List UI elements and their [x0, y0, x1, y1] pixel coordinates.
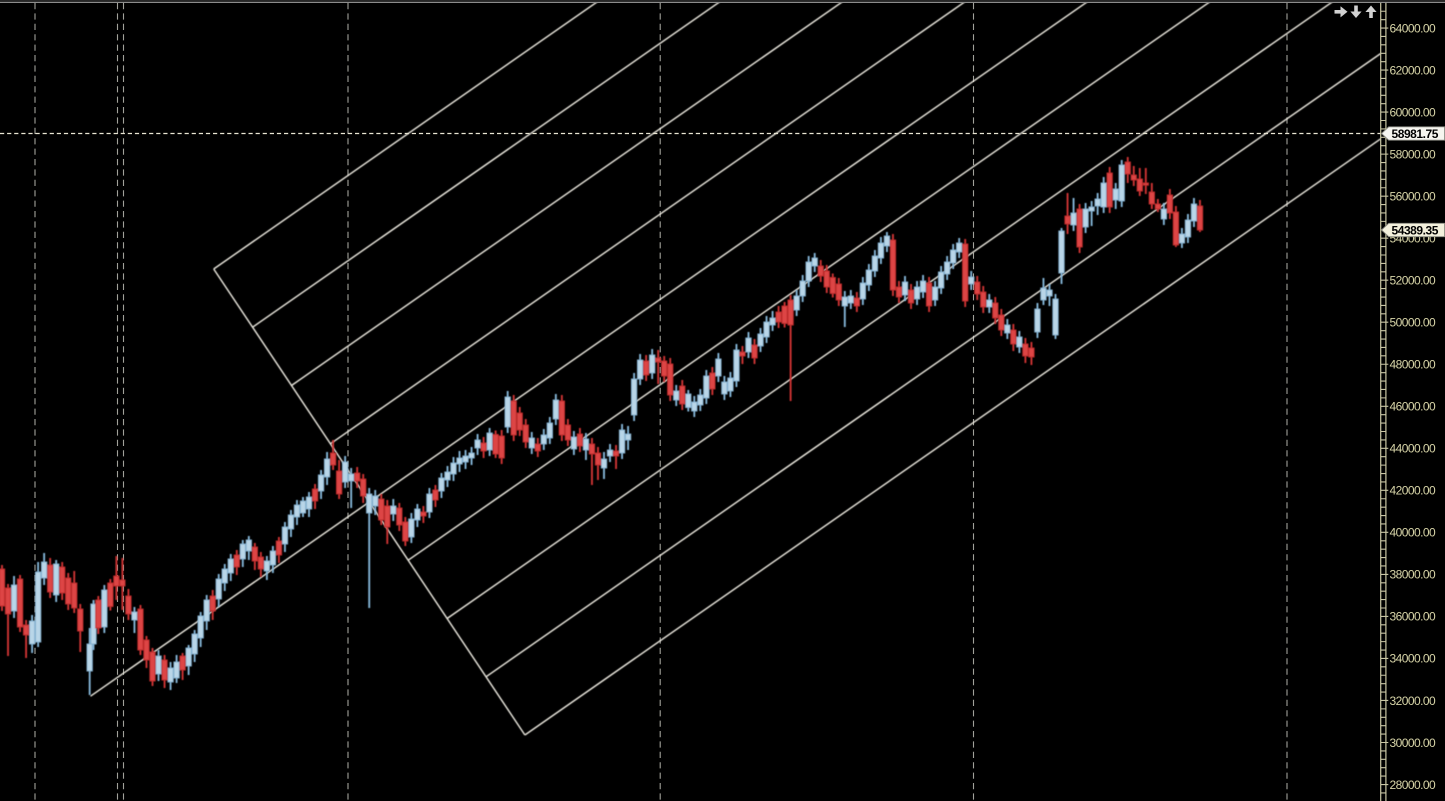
svg-text:48000.00: 48000.00 — [1390, 358, 1437, 372]
svg-text:50000.00: 50000.00 — [1390, 316, 1437, 330]
svg-text:32000.00: 32000.00 — [1390, 694, 1437, 708]
svg-text:38000.00: 38000.00 — [1390, 568, 1437, 582]
svg-text:34000.00: 34000.00 — [1390, 652, 1437, 666]
svg-text:40000.00: 40000.00 — [1390, 526, 1437, 540]
svg-text:36000.00: 36000.00 — [1390, 610, 1437, 624]
svg-text:58000.00: 58000.00 — [1390, 147, 1437, 161]
svg-text:54389.35: 54389.35 — [1392, 223, 1439, 237]
svg-text:52000.00: 52000.00 — [1390, 274, 1437, 288]
svg-text:62000.00: 62000.00 — [1390, 63, 1437, 77]
svg-text:56000.00: 56000.00 — [1390, 190, 1437, 204]
svg-text:44000.00: 44000.00 — [1390, 442, 1437, 456]
svg-text:60000.00: 60000.00 — [1390, 105, 1437, 119]
svg-text:46000.00: 46000.00 — [1390, 400, 1437, 414]
svg-text:42000.00: 42000.00 — [1390, 484, 1437, 498]
svg-text:58981.75: 58981.75 — [1392, 127, 1439, 141]
svg-text:30000.00: 30000.00 — [1390, 736, 1437, 750]
svg-text:64000.00: 64000.00 — [1390, 21, 1437, 35]
svg-text:28000.00: 28000.00 — [1390, 778, 1437, 792]
